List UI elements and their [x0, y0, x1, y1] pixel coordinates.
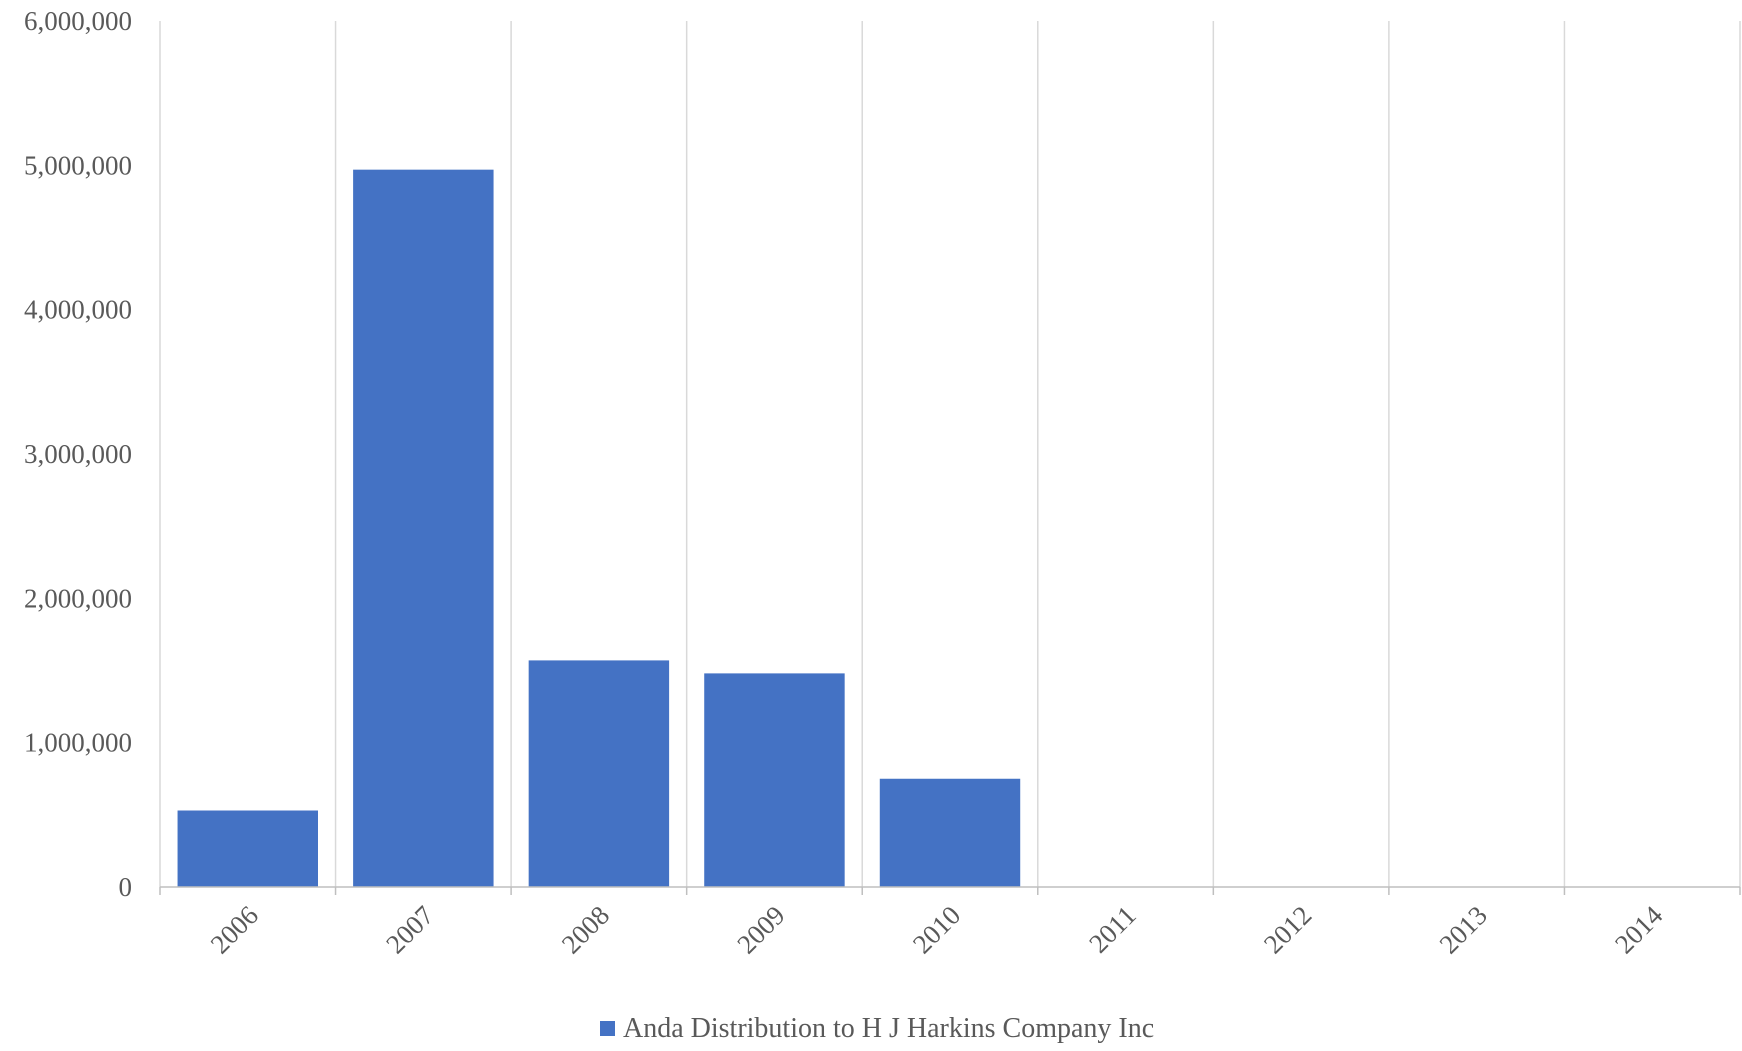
y-tick-label: 6,000,000	[24, 6, 132, 36]
y-tick-label: 2,000,000	[24, 583, 132, 613]
axes	[159, 886, 1741, 895]
y-tick-label: 1,000,000	[24, 728, 132, 758]
bars	[177, 169, 1021, 887]
legend-label: Anda Distribution to H J Harkins Company…	[623, 1013, 1154, 1044]
grid-lines	[159, 21, 1741, 887]
bar-2007	[353, 169, 494, 887]
x-tick-label: 2009	[731, 900, 790, 959]
x-tick-label: 2012	[1258, 900, 1317, 959]
y-tick-label: 5,000,000	[24, 150, 132, 180]
x-tick-labels: 2006 2007 2008 2009 2010 2011 2012 2013 2014	[205, 900, 1669, 960]
y-tick-label: 3,000,000	[24, 439, 132, 469]
legend-swatch	[600, 1021, 615, 1036]
legend: Anda Distribution to H J Harkins Company…	[600, 1013, 1154, 1044]
bar-2010	[879, 778, 1021, 887]
x-tick-label: 2014	[1609, 900, 1669, 960]
x-tick-label: 2007	[380, 900, 439, 959]
y-tick-label: 0	[119, 872, 133, 902]
x-tick-label: 2008	[556, 900, 615, 959]
bar-2008	[528, 660, 670, 887]
x-tick-label: 2010	[907, 900, 966, 959]
x-tick-label: 2013	[1434, 900, 1493, 959]
y-tick-label: 4,000,000	[24, 295, 132, 325]
x-tick-label: 2011	[1083, 900, 1142, 959]
bar-2009	[704, 673, 845, 887]
y-tick-labels: 0 1,000,000 2,000,000 3,000,000 4,000,000 5,0…	[24, 6, 132, 902]
x-tick-label: 2006	[205, 900, 264, 959]
bar-2006	[177, 810, 318, 887]
